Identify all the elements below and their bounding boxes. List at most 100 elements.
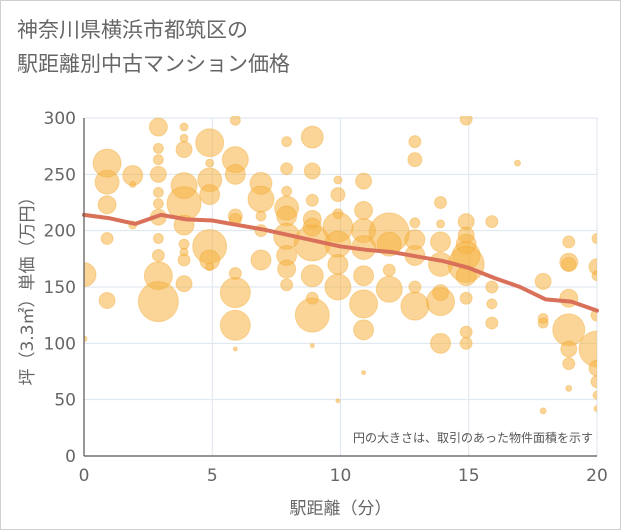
- y-tick-label: 50: [54, 391, 76, 411]
- data-bubble: [152, 198, 164, 210]
- data-bubble: [561, 256, 577, 272]
- chart-title-line-2: 駅距離別中古マンション価格: [17, 52, 290, 76]
- data-bubble: [84, 262, 97, 288]
- x-tick-label: 10: [330, 466, 352, 486]
- data-bubble: [354, 200, 374, 220]
- data-bubble: [205, 158, 215, 168]
- data-bubble: [485, 316, 499, 330]
- data-bubble: [199, 184, 221, 206]
- chart-title-line-1: 神奈川県横浜市都筑区の: [17, 18, 248, 42]
- data-bubble: [327, 253, 349, 275]
- data-bubble: [205, 262, 215, 272]
- data-bubble: [588, 258, 597, 276]
- data-bubble: [459, 291, 473, 305]
- data-bubble: [400, 291, 430, 321]
- y-axis-title: 坪（3.3㎡）単価（万円）: [18, 188, 38, 385]
- data-bubble: [280, 162, 294, 176]
- data-bubble: [539, 407, 547, 415]
- data-bubble: [459, 336, 473, 350]
- y-tick-label: 100: [44, 334, 76, 354]
- data-bubble: [175, 275, 193, 293]
- data-bubble: [349, 289, 379, 319]
- data-bubble: [247, 185, 275, 213]
- data-bubble: [562, 235, 576, 249]
- data-bubble: [591, 233, 597, 245]
- data-bubble: [485, 215, 499, 229]
- data-bubble: [152, 186, 164, 198]
- y-tick-label: 300: [44, 109, 76, 129]
- x-tick-label: 5: [207, 466, 218, 486]
- data-bubble: [382, 263, 396, 277]
- y-tick-label: 150: [44, 278, 76, 298]
- data-bubble: [408, 135, 422, 149]
- data-bubble: [195, 128, 225, 158]
- data-bubble: [149, 165, 167, 183]
- data-bubble: [426, 287, 456, 317]
- data-bubble: [152, 154, 164, 166]
- data-bubble: [590, 375, 597, 389]
- data-bubble: [303, 162, 321, 180]
- data-bubble: [224, 163, 246, 185]
- x-tick-label: 20: [586, 466, 608, 486]
- data-bubble: [97, 195, 117, 215]
- data-bubble: [94, 169, 120, 195]
- data-bubble: [129, 180, 137, 188]
- data-bubble: [459, 325, 473, 339]
- data-bubble: [436, 219, 446, 229]
- data-bubble: [486, 298, 498, 310]
- data-bubble: [330, 187, 346, 203]
- data-bubble: [591, 270, 597, 282]
- data-bubble: [250, 249, 272, 271]
- chart-title: 神奈川県横浜市都筑区の 駅距離別中古マンション価格: [17, 13, 290, 81]
- data-bubble: [485, 280, 499, 294]
- data-bubble: [409, 217, 421, 229]
- data-bubble: [333, 175, 343, 185]
- data-bubble: [177, 253, 191, 267]
- trend-line: [82, 212, 599, 313]
- data-bubble: [277, 259, 297, 279]
- data-bubble: [459, 116, 473, 126]
- data-bubble: [588, 359, 597, 377]
- data-bubble: [534, 272, 552, 290]
- data-bubble: [84, 335, 88, 343]
- x-tick-label: 15: [458, 466, 480, 486]
- data-bubble: [430, 332, 452, 354]
- y-tick-label: 250: [44, 165, 76, 185]
- data-bubble: [408, 280, 422, 294]
- data-bubble: [148, 117, 168, 137]
- data-bubble: [305, 193, 319, 207]
- data-bubble: [280, 278, 294, 292]
- data-bubble: [355, 172, 373, 190]
- data-bubble: [361, 370, 367, 376]
- data-bubble: [353, 319, 375, 341]
- data-bubble: [255, 210, 267, 222]
- data-bubble: [151, 248, 165, 262]
- data-bubble: [562, 357, 576, 371]
- data-bubble: [513, 159, 521, 167]
- data-bubble: [152, 142, 164, 154]
- data-bubble: [335, 398, 341, 404]
- data-bubble: [98, 292, 116, 310]
- data-bubble: [137, 281, 179, 323]
- data-bubble: [434, 196, 448, 209]
- data-bubble: [281, 185, 293, 197]
- data-bubble: [375, 275, 403, 303]
- data-bubble: [565, 384, 573, 392]
- data-bubble: [324, 273, 352, 301]
- y-tick-label: 0: [65, 447, 76, 467]
- data-bubble: [560, 340, 578, 358]
- data-bubble: [407, 152, 423, 168]
- data-bubble: [592, 390, 597, 400]
- data-bubble: [229, 116, 241, 126]
- data-bubble: [281, 136, 293, 148]
- data-bubble: [175, 141, 193, 159]
- data-bubble: [219, 277, 251, 309]
- data-bubble: [219, 309, 251, 341]
- y-tick-label: 200: [44, 222, 76, 242]
- size-annotation: 円の大きさは、取引のあった物件面積を示す: [353, 430, 593, 445]
- data-bubble: [300, 264, 324, 288]
- data-bubble: [537, 317, 549, 329]
- data-bubble: [309, 343, 315, 349]
- data-bubble: [100, 232, 114, 246]
